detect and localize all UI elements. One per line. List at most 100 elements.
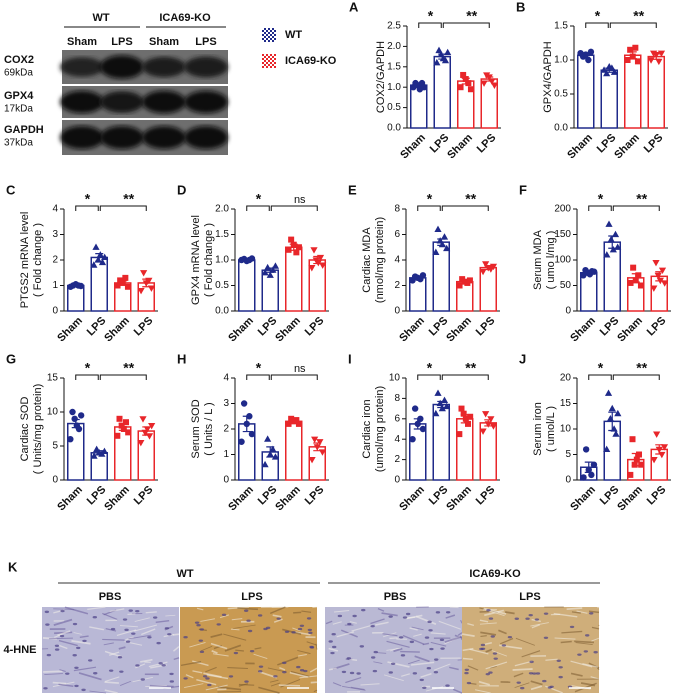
data-point xyxy=(248,430,256,438)
significance-label: ** xyxy=(466,8,477,24)
data-point xyxy=(488,78,496,85)
data-point xyxy=(125,429,132,436)
data-point xyxy=(607,235,615,243)
histology-nucleus xyxy=(569,625,575,629)
y-tick-label: 5 xyxy=(565,449,571,460)
data-point xyxy=(610,425,618,432)
y-tick-label: 20 xyxy=(560,373,572,384)
data-point xyxy=(77,412,85,419)
data-point xyxy=(467,413,474,420)
significance-bracket xyxy=(442,22,490,28)
histology-nucleus xyxy=(59,634,65,638)
data-point xyxy=(490,82,499,89)
data-point xyxy=(313,444,321,451)
blot-band xyxy=(100,55,144,79)
data-point xyxy=(93,445,101,452)
histology-texture xyxy=(430,641,447,647)
histology-nucleus xyxy=(299,624,305,627)
histology-nucleus xyxy=(529,660,534,664)
histology-texture xyxy=(591,637,600,642)
histology-texture xyxy=(102,638,125,641)
y-axis-label: Serum SOD xyxy=(190,399,202,458)
x-tick-label: Sham xyxy=(444,484,474,514)
histology-texture xyxy=(277,656,299,666)
significance-bracket xyxy=(588,374,612,380)
histology-nucleus xyxy=(291,631,296,634)
histology-texture xyxy=(469,682,477,685)
histology-nucleus xyxy=(72,654,77,657)
x-tick-label: Sham xyxy=(55,315,85,345)
y-tick-label: 2 xyxy=(52,255,58,266)
histology-texture xyxy=(315,643,318,650)
histology-texture xyxy=(145,685,167,687)
histology-nucleus xyxy=(583,650,589,653)
histology-texture xyxy=(407,659,420,665)
histology-texture xyxy=(140,658,153,663)
significance-bracket xyxy=(270,205,318,211)
x-tick-label: Sham xyxy=(565,132,595,162)
histology-nucleus xyxy=(124,628,129,632)
histology-nucleus xyxy=(349,671,355,675)
histology-nucleus xyxy=(183,677,188,680)
histology-nucleus xyxy=(424,636,430,639)
x-tick-label: Sham xyxy=(615,315,645,345)
x-tick-label: LPS xyxy=(303,315,327,339)
x-tick-label: LPS xyxy=(475,132,499,156)
y-tick-label: 3 xyxy=(223,398,229,409)
histology-nucleus xyxy=(464,671,469,675)
data-point xyxy=(608,64,616,71)
histology-nucleus xyxy=(390,662,396,666)
panel-letter: G xyxy=(6,351,16,366)
data-point xyxy=(652,259,660,267)
histology-nucleus xyxy=(433,671,439,674)
y-axis-label: ( umo l/mg ) xyxy=(545,231,557,290)
histology-nucleus xyxy=(514,617,520,620)
histology-texture xyxy=(485,648,493,653)
data-point xyxy=(610,68,619,75)
blot-row-label: GPX4 xyxy=(4,90,34,102)
histology-texture xyxy=(272,614,282,618)
histology-texture xyxy=(328,647,339,652)
histology-nucleus xyxy=(346,657,352,660)
histology-nucleus xyxy=(309,646,315,649)
data-point xyxy=(465,80,472,87)
histology-nucleus xyxy=(128,609,133,612)
histology-nucleus xyxy=(532,672,537,675)
histology-texture xyxy=(306,641,318,646)
histology-nucleus xyxy=(164,627,170,630)
panel-letter: H xyxy=(177,351,186,366)
histology-texture xyxy=(172,645,180,652)
blot-row-size: 69kDa xyxy=(4,68,33,79)
data-point xyxy=(414,420,421,428)
data-point xyxy=(443,244,451,252)
histology-texture xyxy=(205,666,217,673)
histology-nucleus xyxy=(88,659,93,662)
histology-texture xyxy=(449,666,459,671)
histology-texture xyxy=(118,646,126,650)
data-point xyxy=(655,58,663,66)
histology-texture xyxy=(102,612,118,620)
histology-texture xyxy=(104,681,119,684)
histology-texture xyxy=(393,647,403,653)
histology-texture xyxy=(309,667,318,673)
histology-nucleus xyxy=(528,613,533,617)
panel-letter: B xyxy=(516,0,525,14)
significance-bracket xyxy=(612,374,660,380)
bar xyxy=(624,54,642,129)
histology-texture xyxy=(211,650,218,654)
histology-nucleus xyxy=(412,672,418,675)
data-point xyxy=(240,400,248,407)
data-point xyxy=(308,265,316,272)
significance-label: ns xyxy=(294,363,306,375)
histology-texture xyxy=(370,618,385,625)
histology-nucleus xyxy=(435,611,441,614)
histology-nucleus xyxy=(110,627,116,631)
data-point xyxy=(590,268,598,275)
data-point xyxy=(467,86,474,93)
histology-nucleus xyxy=(135,609,140,613)
histology-texture xyxy=(490,665,497,669)
bar xyxy=(137,430,155,481)
blot-band xyxy=(184,125,228,150)
y-tick-label: 10 xyxy=(389,373,401,384)
data-point xyxy=(148,423,156,430)
